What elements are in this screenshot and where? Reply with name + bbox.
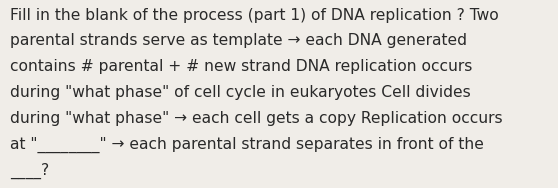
Text: at "________" → each parental strand separates in front of the: at "________" → each parental strand sep… <box>10 137 484 153</box>
Text: contains # parental + # new strand DNA replication occurs: contains # parental + # new strand DNA r… <box>10 59 473 74</box>
Text: parental strands serve as template → each DNA generated: parental strands serve as template → eac… <box>10 33 467 49</box>
Text: during "what phase" of cell cycle in eukaryotes Cell divides: during "what phase" of cell cycle in euk… <box>10 85 471 100</box>
Text: Fill in the blank of the process (part 1) of DNA replication ? Two: Fill in the blank of the process (part 1… <box>10 8 499 23</box>
Text: ____?: ____? <box>10 163 49 179</box>
Text: during "what phase" → each cell gets a copy Replication occurs: during "what phase" → each cell gets a c… <box>10 111 503 126</box>
